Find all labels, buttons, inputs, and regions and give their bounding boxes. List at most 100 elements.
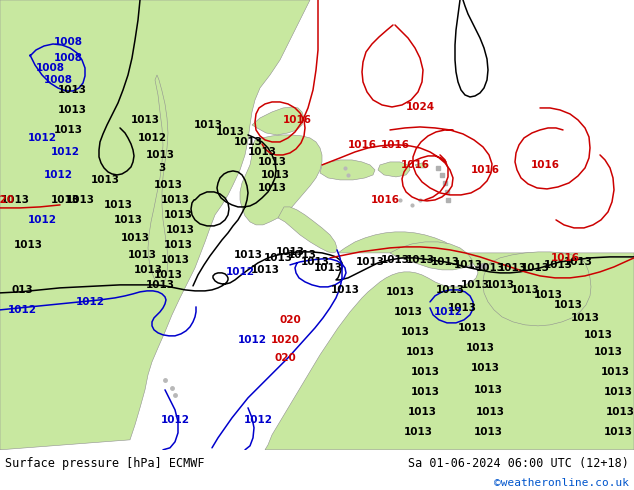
Text: 1013: 1013 [410,387,439,397]
Text: 1013: 1013 [593,347,623,357]
Text: 1013: 1013 [486,280,515,290]
Text: 1013: 1013 [127,250,157,260]
Text: 1020: 1020 [271,335,299,345]
Text: 1013: 1013 [385,287,415,297]
Polygon shape [278,207,337,253]
Text: 1013: 1013 [583,330,612,340]
Text: 1012: 1012 [51,147,79,157]
Polygon shape [252,107,304,135]
Text: 020: 020 [274,353,296,363]
Polygon shape [378,162,410,177]
Text: 1013: 1013 [153,270,183,280]
Text: 3: 3 [158,163,165,173]
Text: 1008: 1008 [44,75,72,85]
Text: 1013: 1013 [264,253,292,263]
Text: 013: 013 [11,285,33,295]
Text: ©weatheronline.co.uk: ©weatheronline.co.uk [494,478,629,488]
Text: 1013: 1013 [406,347,434,357]
Text: 1013: 1013 [458,323,486,333]
Text: 1008: 1008 [53,37,82,47]
Text: 1013: 1013 [13,240,42,250]
Text: 1013: 1013 [313,263,342,273]
Text: 1012: 1012 [75,297,105,307]
Text: 1013: 1013 [233,137,262,147]
Text: 1013: 1013 [453,260,482,270]
Text: 1013: 1013 [131,115,160,125]
Text: 1013: 1013 [165,225,195,235]
Text: 1016: 1016 [370,195,399,205]
Text: 1013: 1013 [380,255,410,265]
Text: 1013: 1013 [145,280,174,290]
Text: 1013: 1013 [330,285,359,295]
Text: 1024: 1024 [405,102,434,112]
Text: 1012: 1012 [243,415,273,425]
Text: 1008: 1008 [36,63,65,73]
Text: 1013: 1013 [476,263,505,273]
Text: 1013: 1013 [600,367,630,377]
Text: 1012: 1012 [27,215,56,225]
Text: 1016: 1016 [347,140,377,150]
Text: 1013: 1013 [250,265,280,275]
Text: 1013: 1013 [134,265,162,275]
Text: 1012: 1012 [226,267,254,277]
Text: 1013: 1013 [257,157,287,167]
Text: 1013: 1013 [160,195,190,205]
Text: 1013: 1013 [247,147,276,157]
Text: 1013: 1013 [160,255,190,265]
Text: Surface pressure [hPa] ECMWF: Surface pressure [hPa] ECMWF [5,457,205,470]
Text: 1013: 1013 [257,183,287,193]
Text: 1013: 1013 [58,85,86,95]
Text: 1012: 1012 [27,133,56,143]
Text: 1013: 1013 [410,367,439,377]
Text: 1012: 1012 [44,170,72,180]
Text: 1013: 1013 [474,427,503,437]
Polygon shape [390,242,472,270]
Text: 1008: 1008 [53,53,82,63]
Text: 1013: 1013 [113,215,143,225]
Text: 1013: 1013 [406,255,434,265]
Text: 1013: 1013 [103,200,133,210]
Polygon shape [240,135,322,225]
Text: 1013: 1013 [403,427,432,437]
Text: 1013: 1013 [394,307,422,317]
Text: 1013: 1013 [65,195,94,205]
Text: 1013: 1013 [261,170,290,180]
Text: 1013: 1013 [543,260,573,270]
Text: 1013: 1013 [153,180,183,190]
Text: 1013: 1013 [470,363,500,373]
Text: 020: 020 [279,315,301,325]
Polygon shape [320,160,375,180]
Text: 1013: 1013 [510,285,540,295]
Text: 1013: 1013 [476,407,505,417]
Polygon shape [483,252,591,326]
Text: 1012: 1012 [434,307,462,317]
Text: 1013: 1013 [498,263,526,273]
Text: 1012: 1012 [238,335,266,345]
Text: 1012: 1012 [160,415,190,425]
Text: 1013: 1013 [51,195,79,205]
Text: 1013: 1013 [448,303,477,313]
Text: 1013: 1013 [604,427,633,437]
Text: 1020: 1020 [0,195,15,205]
Text: 1013: 1013 [430,257,460,267]
Text: 1013: 1013 [401,327,429,337]
Text: 1013: 1013 [474,385,503,395]
Text: 1012: 1012 [138,133,167,143]
Text: 1013: 1013 [276,247,304,257]
Text: 1013: 1013 [164,240,193,250]
Text: 1013: 1013 [521,263,550,273]
Text: 1013: 1013 [91,175,119,185]
Text: 1013: 1013 [58,105,86,115]
Text: 1013: 1013 [564,257,593,267]
Text: 1016: 1016 [283,115,311,125]
Text: 1016: 1016 [401,160,429,170]
Text: 1013: 1013 [605,407,634,417]
Text: 1013: 1013 [604,387,633,397]
Text: 1013: 1013 [571,313,600,323]
Text: 1013: 1013 [356,257,384,267]
Text: 1013: 1013 [533,290,562,300]
Text: 1013: 1013 [216,127,245,137]
Text: Sa 01-06-2024 06:00 UTC (12+18): Sa 01-06-2024 06:00 UTC (12+18) [408,457,629,470]
Polygon shape [0,0,310,450]
Polygon shape [476,263,488,270]
